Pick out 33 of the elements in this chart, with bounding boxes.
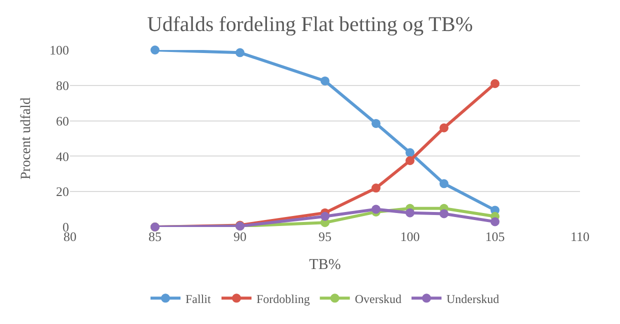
point bbox=[372, 204, 380, 214]
point bbox=[440, 209, 448, 218]
legend-label: Underskud bbox=[446, 292, 500, 306]
x-tick-label: 110 bbox=[570, 229, 590, 244]
y-tick-label: 20 bbox=[56, 184, 69, 200]
y-tick-label: 40 bbox=[56, 148, 69, 164]
x-tick-label: 85 bbox=[148, 229, 162, 244]
point bbox=[372, 118, 380, 128]
point bbox=[490, 217, 500, 226]
legend-label: Fordobling bbox=[256, 292, 310, 306]
point bbox=[372, 184, 380, 193]
y-axis-title: Procent udfald bbox=[19, 97, 34, 180]
x-tick-label: 95 bbox=[318, 229, 332, 244]
point bbox=[406, 208, 414, 218]
point bbox=[406, 156, 414, 166]
point bbox=[320, 212, 330, 221]
point bbox=[236, 48, 244, 58]
y-tick-label: 60 bbox=[56, 113, 69, 128]
point bbox=[440, 123, 448, 132]
x-tick-label: 100 bbox=[400, 229, 420, 244]
chart-title: Udfalds fordeling Flat betting og TB% bbox=[147, 12, 473, 36]
point bbox=[320, 76, 330, 86]
point bbox=[490, 79, 500, 88]
x-tick-label: 105 bbox=[485, 229, 505, 244]
point bbox=[150, 46, 160, 54]
point bbox=[406, 148, 414, 158]
y-tick-label: 100 bbox=[50, 42, 69, 58]
legend-label: Overskud bbox=[354, 292, 402, 306]
legend-label: Fallit bbox=[186, 292, 212, 306]
x-tick-label: 90 bbox=[234, 229, 246, 244]
point bbox=[440, 179, 448, 188]
x-axis-title: TB% bbox=[309, 257, 341, 273]
y-tick-label: 80 bbox=[56, 78, 69, 93]
